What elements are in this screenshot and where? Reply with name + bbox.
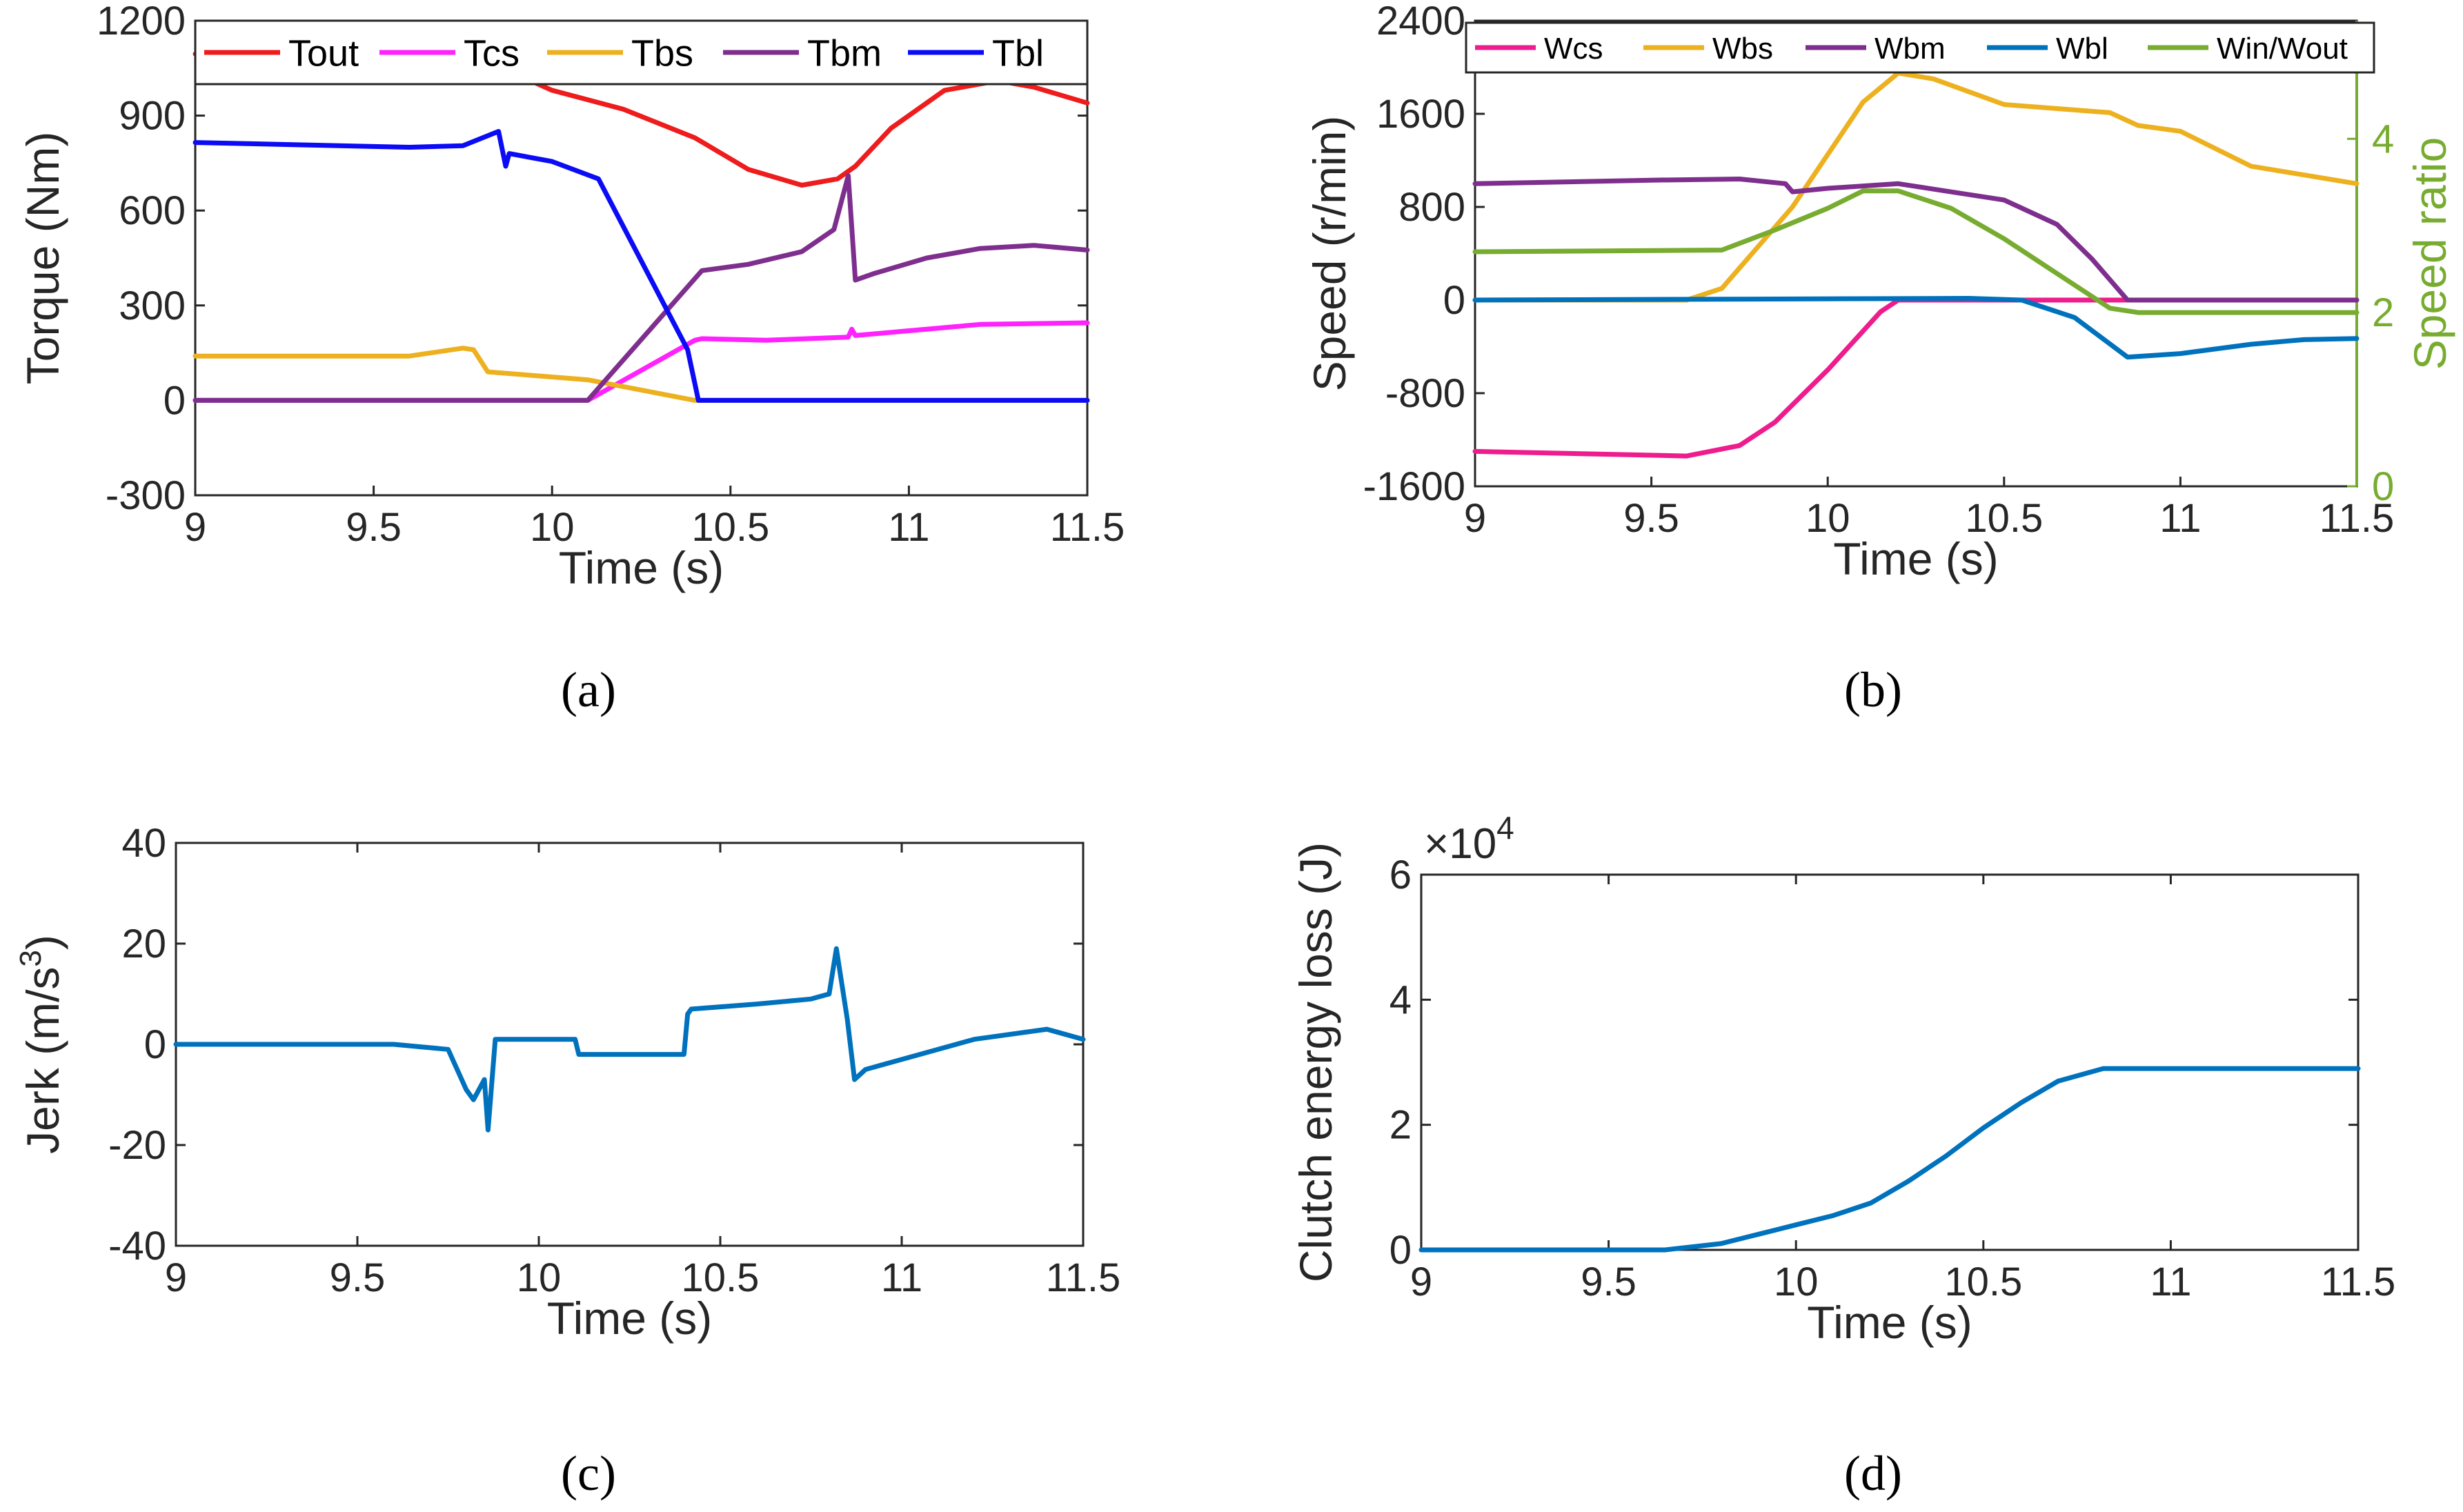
caption-d: (d) [1844,1446,1902,1501]
y-tick-label: 2 [1389,1103,1412,1148]
chart-b-speed: 9 9.5 10 10.5 11 11.5 -1600 -800 0 800 1600 2400 0 2 4… [1304,0,2455,584]
caption-b: (b) [1844,662,1902,717]
caption-c: (c) [561,1446,616,1501]
y-tick-label: 0 [1389,1228,1412,1273]
y-tick-label: 600 [119,188,186,233]
x-tick-label: 10 [1806,496,1850,541]
y-tick-label: 0 [164,378,186,423]
series-line-wcs [1472,297,2360,459]
chart-a-torque: 9 9.5 10 10.5 11 11.5 -300 0 300 600 900 1200 Time (… [17,0,1125,593]
series-line-tbm [192,173,1090,403]
y-axis-label-right: Speed ratio [2404,137,2455,370]
x-axis-label: Time (s) [1807,1297,1972,1348]
y-axis-label: Speed (r/min) [1304,116,1355,392]
chart-c-jerk: 9 9.5 10 10.5 11 11.5 -40 -20 0 20 40 Time (s) Jerk … [14,821,1120,1344]
x-tick-label: 11 [2159,496,2201,541]
series-line-clutch-energy-loss [1418,1066,2361,1253]
series-line-wbm [1472,177,2360,303]
x-tick-label: 9 [1410,1260,1432,1304]
y-axis-label: Jerk (m/s3) [14,935,68,1154]
legend-label-tout: Tout [288,32,359,74]
x-tick-label: 11.5 [1046,1255,1121,1300]
x-tick-label: 10 [1774,1260,1819,1304]
series-line-tcs [192,320,1090,403]
series-line-jerk [173,946,1086,1133]
x-tick-label: 10.5 [1944,1260,2022,1304]
legend-label-win-wout: Win/Wout [2217,32,2348,66]
y-tick-label: 0 [144,1022,166,1067]
x-axis-label: Time (s) [1833,533,1999,584]
x-tick-label: 11.5 [2319,496,2395,541]
y-tick-label: -1600 [1363,464,1465,509]
x-tick-label: 11.5 [1050,505,1125,550]
x-tick-label: 10 [530,505,575,550]
plot-area-b [1474,19,2358,488]
y-tick-label: -300 [106,473,186,518]
y-tick-label: 6 [1389,853,1412,897]
y-right-tick-label: 2 [2372,290,2394,335]
y-tick-label: -800 [1385,371,1465,416]
x-tick-label: 9.5 [1581,1260,1636,1304]
x-tick-label: 9 [165,1255,187,1300]
y-tick-label: 1200 [97,0,186,43]
legend-label-wcs: Wcs [1544,32,1603,66]
y-axis-label: Clutch energy loss (J) [1290,842,1341,1282]
x-tick-label: 9.5 [1623,496,1679,541]
y-tick-label: 40 [121,821,166,866]
x-tick-label: 9 [1464,496,1486,541]
y-tick-label: -20 [108,1123,166,1168]
y-multiplier-label: ×104 [1424,810,1514,868]
legend-label-wbs: Wbs [1712,32,1773,66]
y-right-tick-label: 4 [2372,117,2394,161]
caption-a: (a) [561,662,616,717]
x-tick-label: 9.5 [330,1255,386,1300]
x-axis-label: Time (s) [559,542,724,593]
x-tick-label: 9 [184,505,206,550]
legend-label-tbs: Tbs [631,32,693,74]
y-axis-label: Torque (Nm) [17,132,68,385]
x-tick-label: 11.5 [2321,1260,2396,1304]
y-tick-label: 4 [1389,977,1412,1022]
legend-label-wbm: Wbm [1875,32,1946,66]
y-tick-label: 0 [1443,278,1465,323]
x-axis-label: Time (s) [547,1293,713,1344]
x-tick-label: 11 [2150,1260,2191,1304]
x-tick-label: 10.5 [682,1255,760,1300]
legend-label-wbl: Wbl [2056,32,2108,66]
y-tick-label: 800 [1398,185,1465,230]
chart-d-clutch-energy: 9 9.5 10 10.5 11 11.5 0 2 4 6 Time (s) Clutch energ… [1290,810,2395,1348]
x-tick-label: 9.5 [346,505,402,550]
series-line-win-wout [1472,188,2360,315]
legend-label-tbm: Tbm [807,32,882,74]
y-tick-label: 20 [121,922,166,966]
x-tick-label: 10.5 [691,505,769,550]
plot-area-d [1420,873,2360,1251]
y-tick-label: 1600 [1376,92,1465,137]
x-tick-label: 10.5 [1965,496,2043,541]
y-tick-label: 900 [119,94,186,139]
y-tick-label: 300 [119,284,186,328]
series-line-tbl [192,129,1090,403]
y-tick-label: 2400 [1376,0,1465,43]
x-tick-label: 11 [888,505,929,550]
y-tick-label: -40 [108,1224,166,1269]
series-line-wbl [1472,296,2360,360]
y-right-tick-label: 0 [2372,464,2394,509]
legend-box-b [1465,21,2375,74]
series-line-wbs [1472,70,2360,303]
legend-label-tbl: Tbl [992,32,1044,74]
x-tick-label: 10 [517,1255,562,1300]
legend-label-tcs: Tcs [464,32,520,74]
x-tick-label: 11 [881,1255,922,1300]
